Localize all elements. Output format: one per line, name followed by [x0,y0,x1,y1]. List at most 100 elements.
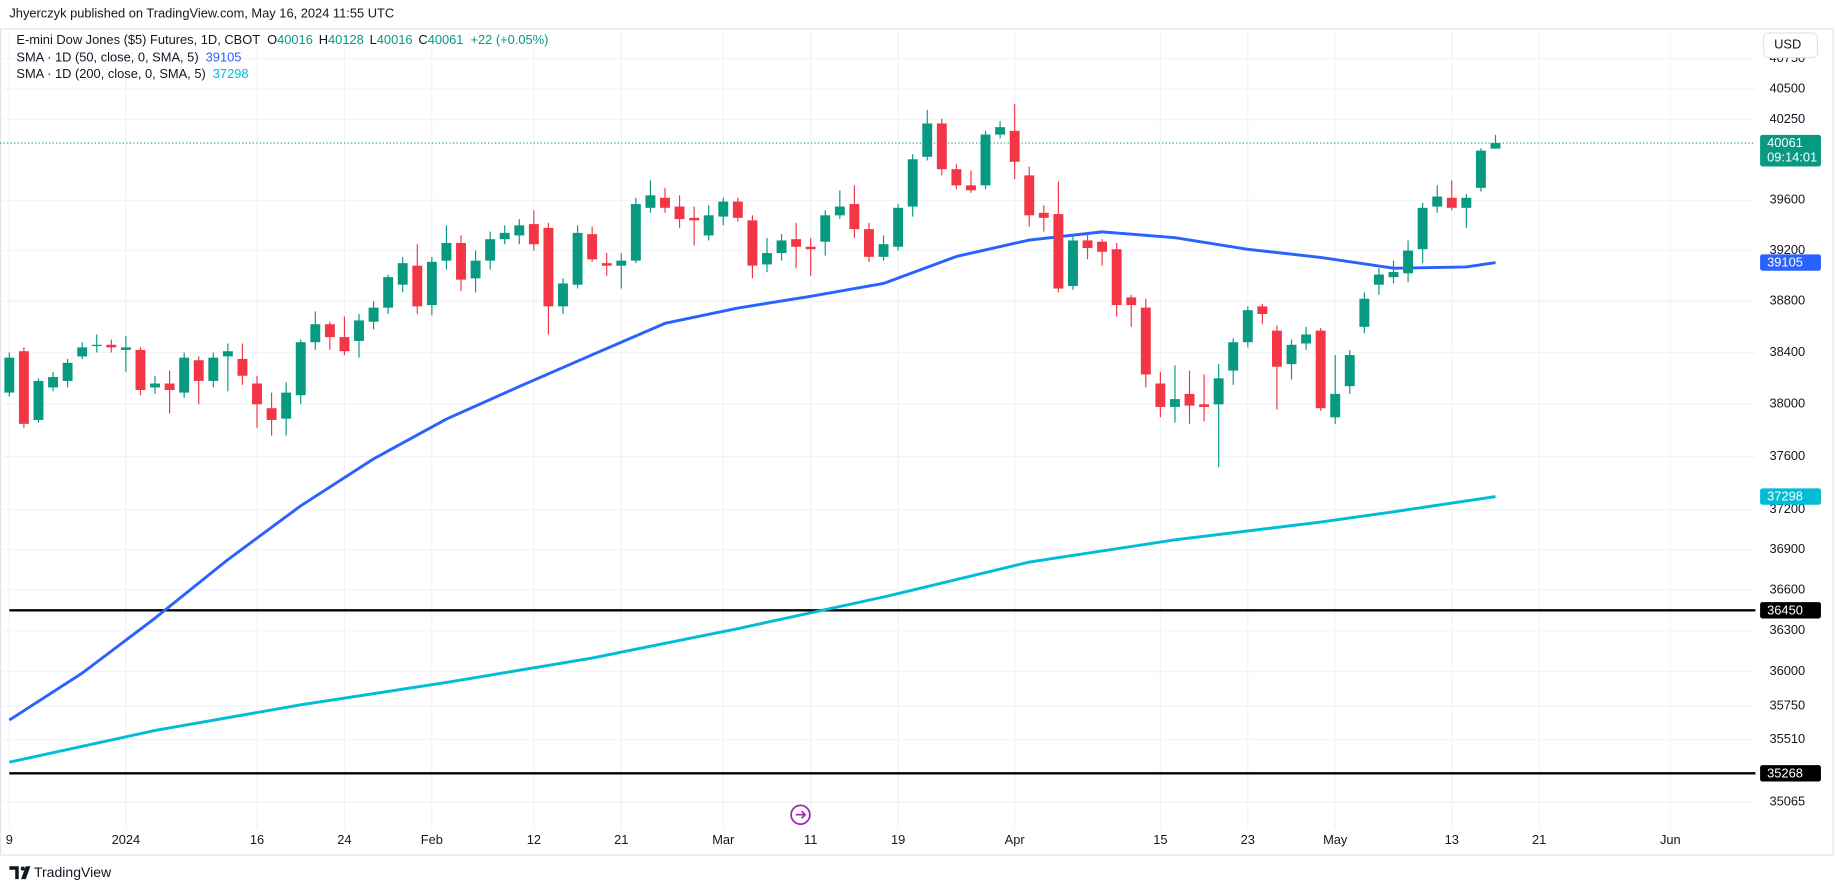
candle-body [179,357,190,393]
study-price-label: 37298 [1767,489,1803,504]
x-tick-label: Jun [1660,832,1681,847]
x-tick-label: Mar [712,832,735,847]
y-tick-label: 38000 [1769,396,1805,411]
candle-body [150,383,160,388]
candle-body [18,351,29,424]
study-line [9,495,1496,764]
y-tick-label: 35510 [1769,731,1805,746]
candle-body [295,342,306,396]
candle-body [266,408,277,420]
candle-body [936,123,947,170]
published-note: Jhyerczyk published on TradingView.com, … [9,6,394,21]
x-tick-label: May [1323,832,1348,847]
brand-logo [9,866,31,880]
y-tick-label: 40500 [1769,81,1805,96]
candle-body [1388,272,1399,278]
x-tick-label: Apr [1005,832,1026,847]
candle-body [689,217,700,221]
candle-body [849,204,860,230]
x-tick-label: 2024 [112,832,141,847]
candle-body [922,123,933,157]
y-tick-label: 36300 [1769,622,1805,637]
x-tick-label: 9 [6,832,13,847]
x-tick-label: 15 [1153,832,1167,847]
x-tick-label: 11 [804,832,817,847]
symbol-legend: E-mini Dow Jones ($5) Futures, 1D, CBOT O… [16,33,548,48]
candle-body [164,383,175,391]
pane-frame [0,28,1834,856]
candle-body [791,239,802,247]
brand-name: TradingView [34,864,112,880]
study-line [8,230,1496,722]
candle-body [1067,240,1078,286]
candle-body [135,349,146,391]
candle-body [456,242,466,280]
candle-body [91,344,102,347]
candle-body [645,195,656,208]
candle-body [601,263,612,266]
candle-body [864,229,874,257]
candle-body [412,265,423,307]
candle-body [354,320,364,341]
candle-body [222,351,233,357]
candle-body [1417,207,1428,250]
candles [4,103,1501,468]
study-price-label-box [1760,254,1821,271]
candle-body [1111,249,1122,306]
candle-body [660,197,670,208]
candle-body [630,204,641,261]
candle-body [1373,274,1384,285]
candle-body [252,383,262,405]
candle-body [193,360,204,381]
candle-body [1155,383,1166,407]
candle-body [616,260,627,266]
candle-body [1403,250,1414,274]
x-tick-label: 23 [1241,832,1255,847]
ohlc-value: 40128 [328,33,364,48]
candle-body [1199,404,1210,407]
candle-body [470,260,481,279]
candle-body [514,225,525,236]
x-tick-label: 21 [1532,832,1546,847]
candle-body [208,357,219,381]
currency-button[interactable] [1763,32,1819,59]
candle-body [805,246,816,250]
symbol-title: E-mini Dow Jones ($5) Futures, 1D, CBOT [16,33,260,48]
candle-body [674,206,685,220]
countdown-label: 09:14:01 [1767,150,1817,165]
x-tick-label: 24 [337,832,351,847]
ohlc-value: 40016 [277,33,313,48]
study-value: 39105 [206,50,242,65]
candle-body [1082,240,1093,249]
candle-body [397,263,408,285]
candle-body [1446,197,1457,208]
candle-body [893,207,904,247]
level-label-box [1760,765,1821,782]
candle-body [426,261,437,306]
candle-body [587,234,598,260]
brand: TradingView [9,864,112,880]
y-tick-label: 35750 [1769,698,1805,713]
replay-marker[interactable] [790,804,811,825]
y-tick-label: 36900 [1769,541,1805,556]
level-label: 36450 [1767,602,1803,617]
y-tick-label: 36000 [1769,663,1805,678]
candle-body [310,324,321,343]
x-tick-label: 21 [614,832,628,847]
candle-body [106,344,117,348]
study-value: 37298 [213,67,249,82]
study-legend: SMA · 1D (50, close, 0, SMA, 5) 39105 [16,50,241,65]
study-price-label: 39105 [1767,255,1803,270]
candle-body [966,185,976,191]
candle-body [1228,342,1239,371]
candle-body [1169,399,1180,407]
candle-body [834,206,845,216]
candle-body [1097,241,1108,252]
candle-body [1359,298,1370,327]
candle-body [368,307,379,322]
candle-body [1053,214,1064,289]
x-tick-label: 19 [891,832,905,847]
candle-body [339,337,350,352]
candle-body [1432,196,1443,207]
